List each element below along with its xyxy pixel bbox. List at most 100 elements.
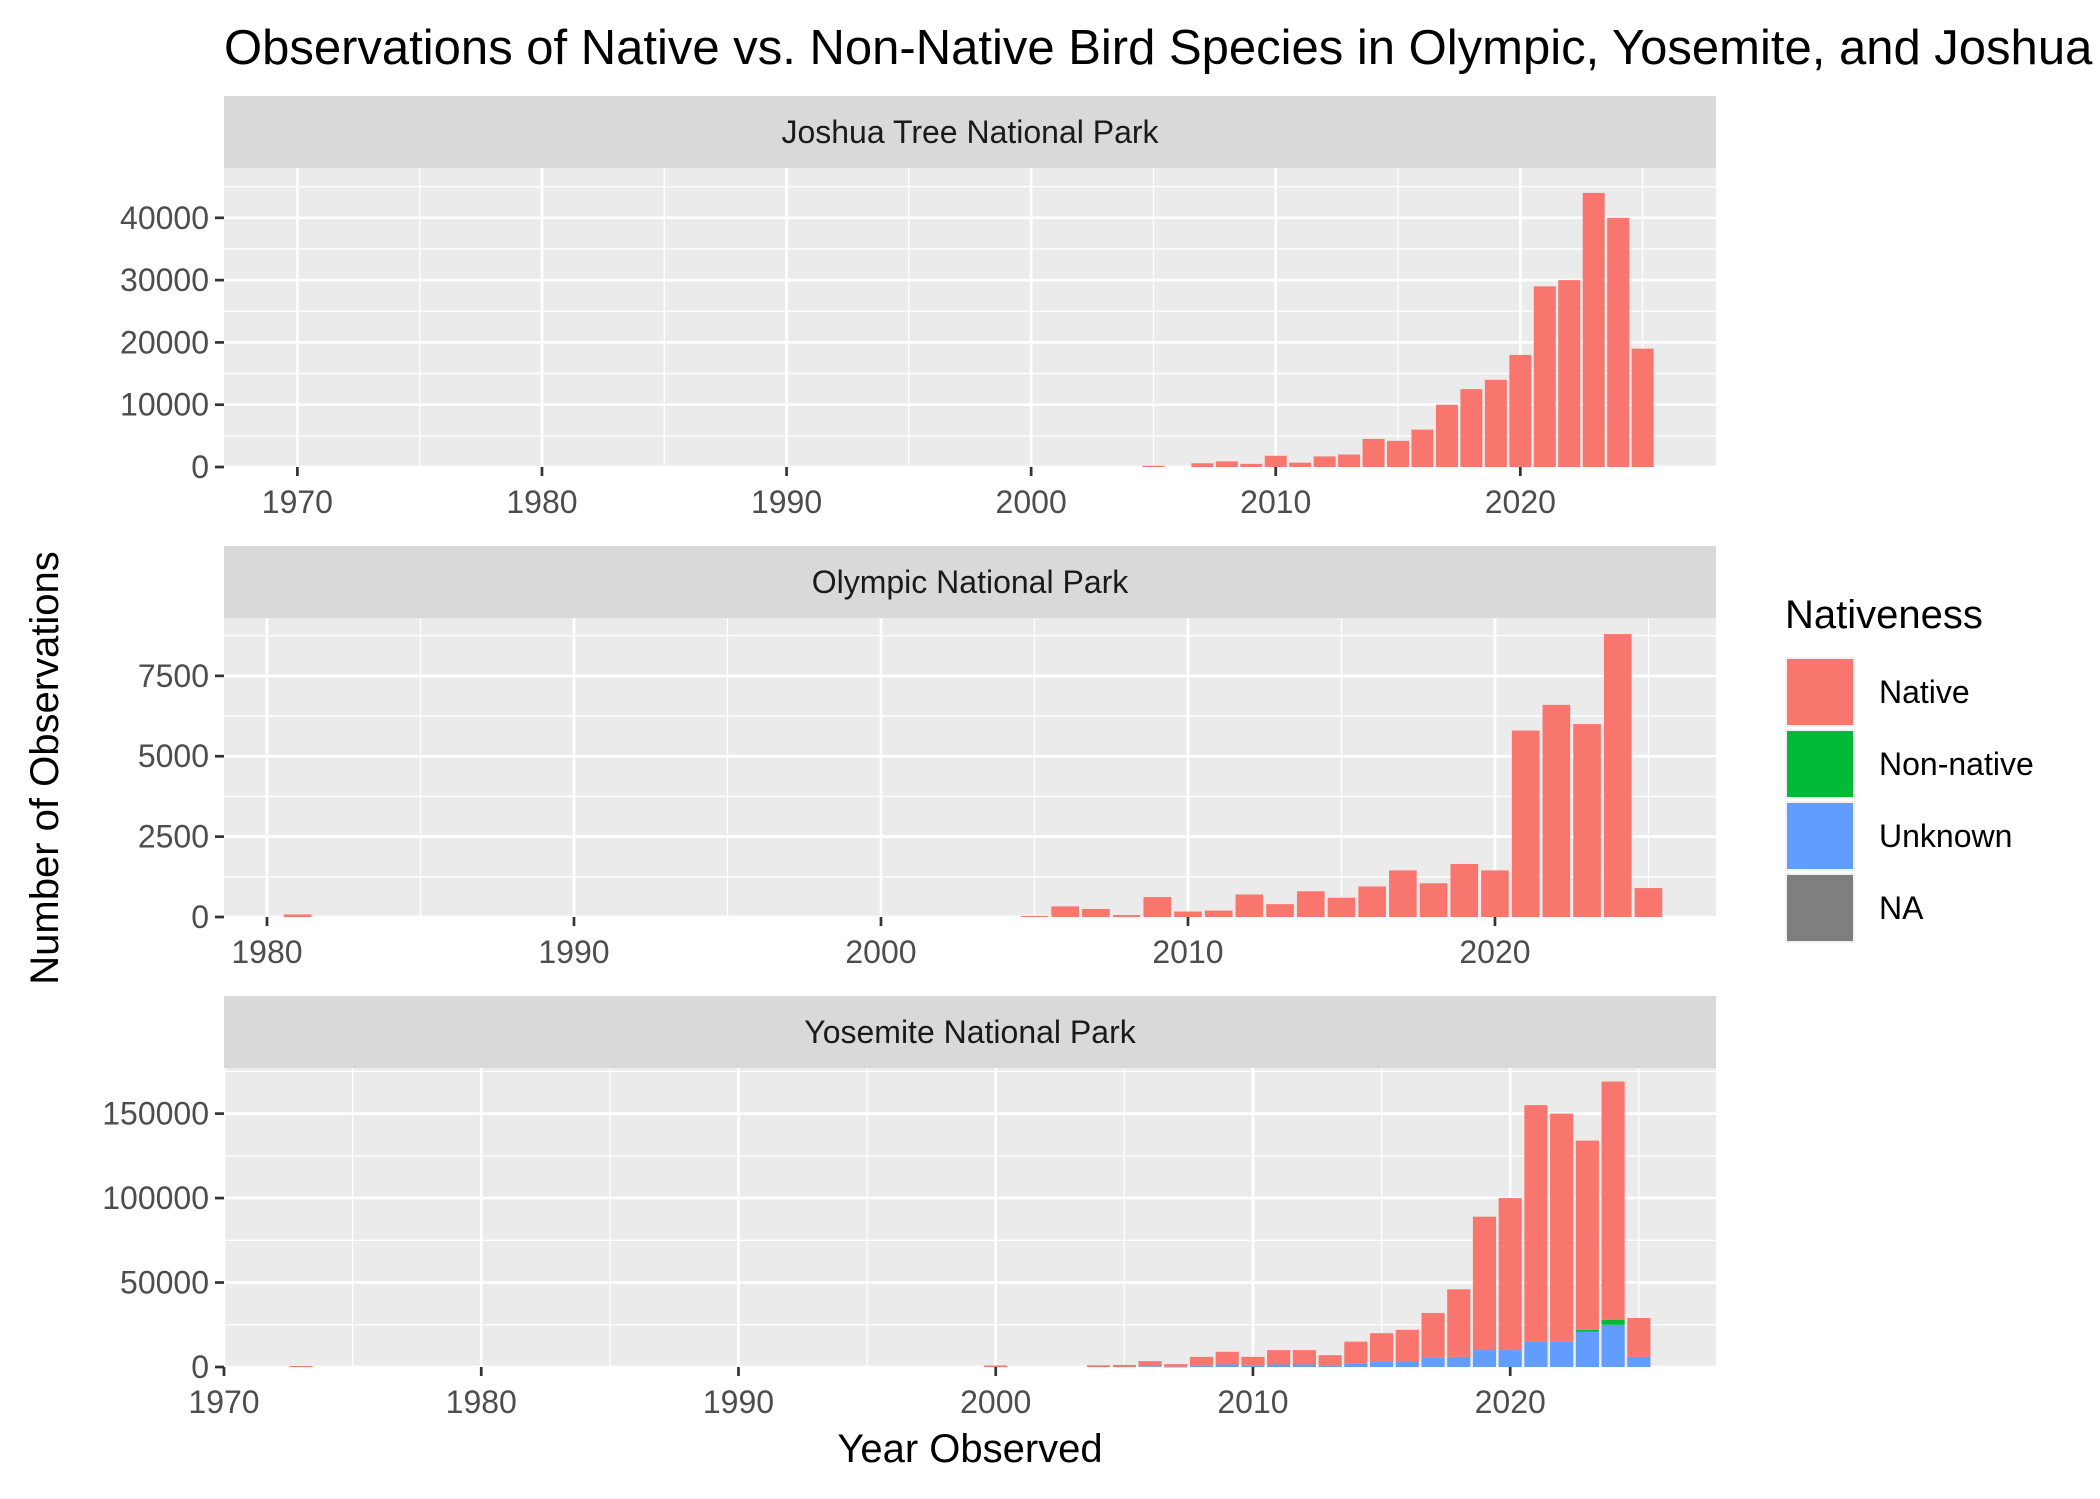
- panel-strip-label: Olympic National Park: [812, 564, 1130, 600]
- bar-unknown-2023: [1575, 1331, 1599, 1367]
- bar-native-2011: [1267, 1350, 1291, 1365]
- x-tick-label: 1980: [506, 484, 577, 520]
- y-tick-label: 50000: [120, 1265, 209, 1301]
- bar-native-2014: [1344, 1341, 1368, 1364]
- y-tick-label: 20000: [120, 324, 209, 360]
- bar-native-2004: [1087, 1365, 1111, 1367]
- bar-native-1981: [283, 914, 312, 917]
- bar-native-2014: [1362, 438, 1385, 467]
- bar-unknown-2024: [1601, 1324, 1625, 1367]
- bar-native-2020: [1481, 870, 1509, 917]
- x-tick-label: 1990: [538, 934, 609, 970]
- y-tick-label: 40000: [120, 200, 209, 236]
- bar-native-2023: [1575, 1140, 1599, 1330]
- bar-native-2010: [1241, 1356, 1265, 1366]
- bar-native-2022: [1550, 1113, 1574, 1342]
- bar-native-2016: [1395, 1329, 1419, 1362]
- bar-native-2023: [1573, 724, 1601, 917]
- bar-unknown-2017: [1421, 1357, 1445, 1367]
- bar-native-2008: [1112, 915, 1141, 917]
- x-tick-label: 1970: [188, 1384, 259, 1420]
- bar-native-2017: [1389, 870, 1417, 917]
- x-tick-label: 2000: [845, 934, 916, 970]
- y-tick-label: 100000: [102, 1180, 209, 1216]
- x-tick-label: 2010: [1217, 1384, 1288, 1420]
- bar-native-2013: [1318, 1355, 1342, 1366]
- x-tick-label: 1980: [446, 1384, 517, 1420]
- bar-unknown-2020: [1498, 1350, 1522, 1367]
- bar-unknown-2025: [1627, 1356, 1651, 1367]
- legend-label-na: NA: [1879, 890, 1924, 926]
- x-tick-label: 2020: [1475, 1384, 1546, 1420]
- x-tick-label: 1970: [262, 484, 333, 520]
- bar-unknown-2012: [1292, 1364, 1316, 1367]
- panel-strip: [224, 96, 1716, 168]
- bar-unknown-2010: [1241, 1365, 1265, 1367]
- x-tick-label: 1990: [703, 1384, 774, 1420]
- y-tick-label: 0: [191, 899, 209, 935]
- bar-unknown-2016: [1395, 1361, 1419, 1367]
- chart-title: Observations of Native vs. Non-Native Bi…: [224, 21, 2100, 75]
- panel-joshua-tree-national-park: Joshua Tree National Park 0 10000 20000 3000…: [120, 96, 1716, 520]
- x-tick-label: 2020: [1459, 934, 1530, 970]
- legend-swatch-unknown: [1787, 803, 1853, 869]
- x-axis-title: Year Observed: [837, 1427, 1102, 1471]
- bar-native-2007: [1082, 908, 1110, 917]
- y-tick-label: 30000: [120, 262, 209, 298]
- bar-unknown-2018: [1447, 1356, 1471, 1367]
- bar-native-2006: [1051, 906, 1079, 917]
- y-tick-label: 0: [191, 1349, 209, 1385]
- bar-native-2013: [1338, 454, 1361, 467]
- bar-native-2010: [1174, 911, 1202, 917]
- bar-native-2020: [1509, 354, 1532, 467]
- y-tick-label: 150000: [102, 1096, 209, 1132]
- legend-label-unknown: Unknown: [1879, 818, 2012, 854]
- x-tick-label: 2000: [960, 1384, 1031, 1420]
- bar-native-2012: [1292, 1350, 1316, 1365]
- bar-native-2007: [1191, 463, 1214, 467]
- legend: Nativeness Native Non-native Unknown NA: [1785, 593, 2034, 943]
- legend-label-non-native: Non-native: [1879, 746, 2034, 782]
- panel-strip-label: Yosemite National Park: [804, 1014, 1136, 1050]
- bar-native-2015: [1387, 440, 1410, 467]
- bar-native-2012: [1235, 894, 1264, 917]
- bar-native-2022: [1558, 280, 1581, 467]
- bar-native-2024: [1603, 634, 1632, 917]
- bar-native-2009: [1240, 463, 1263, 467]
- bar-native-2016: [1411, 429, 1434, 467]
- bar-native-2009: [1215, 1351, 1239, 1365]
- bar-native-2022: [1542, 704, 1571, 917]
- bar-native-2020: [1498, 1198, 1522, 1351]
- bar-non-native-2023: [1575, 1329, 1599, 1332]
- bar-native-2025: [1627, 1318, 1651, 1357]
- bar-native-2025: [1634, 888, 1663, 917]
- legend-swatch-na: [1787, 875, 1853, 941]
- bar-native-2010: [1264, 455, 1287, 467]
- bar-unknown-2015: [1370, 1361, 1394, 1367]
- bar-unknown-2006: [1138, 1366, 1162, 1367]
- bar-native-2012: [1313, 456, 1336, 467]
- bar-native-2019: [1450, 863, 1479, 917]
- bar-native-2023: [1582, 192, 1605, 467]
- bar-native-2000: [984, 1365, 1008, 1367]
- bar-native-2008: [1189, 1356, 1214, 1366]
- bar-unknown-2014: [1344, 1363, 1368, 1367]
- bar-native-2009: [1143, 897, 1172, 917]
- bar-native-2024: [1607, 217, 1630, 467]
- x-tick-label: 2020: [1485, 484, 1556, 520]
- y-axis-title: Number of Observations: [23, 551, 67, 985]
- y-tick-label: 0: [191, 449, 209, 485]
- facet-panels: Joshua Tree National Park010000200003000…: [102, 96, 1716, 1420]
- legend-title: Nativeness: [1785, 593, 1983, 637]
- x-tick-label: 1980: [231, 934, 302, 970]
- legend-swatch-non-native: [1787, 731, 1853, 797]
- x-tick-label: 1990: [751, 484, 822, 520]
- bar-native-2018: [1419, 883, 1448, 917]
- bar-native-2021: [1524, 1105, 1548, 1342]
- bar-native-2005: [1142, 465, 1165, 467]
- y-tick-label: 5000: [138, 738, 209, 774]
- bar-unknown-2022: [1550, 1341, 1574, 1367]
- bar-native-2017: [1435, 404, 1458, 467]
- legend-label-native: Native: [1879, 674, 1970, 710]
